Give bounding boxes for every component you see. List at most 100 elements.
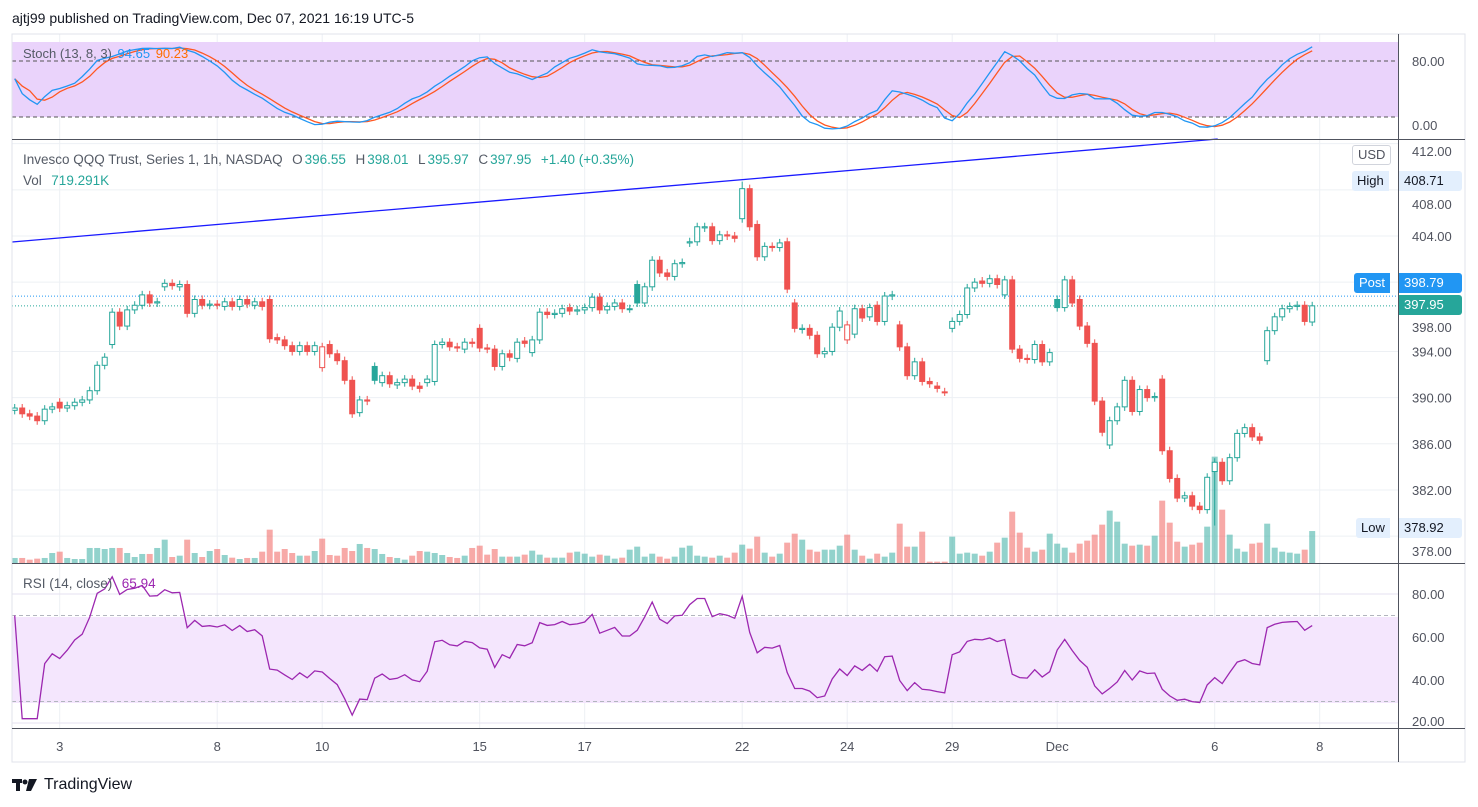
candle[interactable] (716, 230, 723, 245)
candle[interactable] (469, 338, 476, 348)
candle[interactable] (1016, 345, 1023, 363)
candle[interactable] (956, 310, 963, 326)
candle[interactable] (964, 283, 971, 319)
candle[interactable] (551, 309, 558, 319)
candle[interactable] (1121, 376, 1128, 411)
candle[interactable] (56, 398, 63, 413)
candle[interactable] (1264, 326, 1271, 365)
candle[interactable] (529, 335, 536, 357)
candle[interactable] (979, 276, 986, 288)
candle[interactable] (1256, 432, 1263, 445)
candle[interactable] (949, 317, 956, 333)
candle[interactable] (1196, 502, 1203, 514)
candle[interactable] (326, 340, 333, 358)
candle[interactable] (484, 343, 491, 354)
candle[interactable] (101, 353, 108, 370)
candle[interactable] (851, 304, 858, 339)
candle[interactable] (439, 338, 446, 349)
candle[interactable] (1099, 397, 1106, 437)
candle[interactable] (334, 349, 341, 365)
candle[interactable] (934, 382, 941, 393)
candle[interactable] (776, 238, 783, 252)
candle[interactable] (1054, 295, 1061, 312)
candle[interactable] (731, 231, 738, 243)
candle[interactable] (1226, 453, 1233, 485)
candle[interactable] (386, 371, 393, 388)
candle[interactable] (1166, 446, 1173, 483)
rsi-legend[interactable]: RSI (14, close) 65.94 (23, 576, 158, 591)
candle[interactable] (1211, 458, 1218, 526)
candle[interactable] (379, 371, 386, 387)
candle[interactable] (799, 324, 806, 334)
candle[interactable] (289, 341, 296, 356)
candle[interactable] (664, 268, 671, 281)
candle[interactable] (1129, 376, 1136, 416)
candle[interactable] (349, 376, 356, 418)
candle[interactable] (881, 291, 888, 326)
candle[interactable] (941, 387, 948, 396)
candle[interactable] (446, 338, 453, 351)
volume-legend[interactable]: Vol 719.291K (23, 173, 111, 188)
candle[interactable] (671, 259, 678, 281)
candle[interactable] (1271, 312, 1278, 335)
candle[interactable] (424, 375, 431, 387)
candle[interactable] (806, 324, 813, 340)
candle[interactable] (754, 220, 761, 261)
candle[interactable] (49, 402, 56, 414)
candle[interactable] (896, 320, 903, 351)
candle[interactable] (356, 395, 363, 417)
candle[interactable] (319, 342, 326, 372)
candle[interactable] (341, 356, 348, 385)
candle[interactable] (1159, 375, 1166, 455)
candle[interactable] (236, 295, 243, 311)
candle[interactable] (401, 375, 408, 387)
candle[interactable] (1181, 491, 1188, 503)
candle[interactable] (1061, 275, 1068, 312)
candle[interactable] (206, 300, 213, 310)
candle[interactable] (739, 181, 746, 223)
candle[interactable] (34, 412, 41, 425)
candle[interactable] (971, 278, 978, 292)
candle[interactable] (1031, 340, 1038, 364)
candle[interactable] (761, 242, 768, 261)
candle[interactable] (454, 342, 461, 353)
candle[interactable] (296, 341, 303, 356)
candle[interactable] (829, 323, 836, 356)
stoch-legend[interactable]: Stoch (13, 8, 3) 94.65 90.23 (23, 46, 190, 61)
candle[interactable] (581, 303, 588, 314)
candle[interactable] (559, 304, 566, 318)
candle[interactable] (161, 279, 168, 291)
candles[interactable] (11, 181, 1316, 526)
candle[interactable] (769, 242, 776, 252)
candle[interactable] (154, 297, 161, 308)
candle[interactable] (566, 303, 573, 316)
candle[interactable] (1189, 491, 1196, 511)
candle[interactable] (116, 308, 123, 331)
candle[interactable] (1076, 295, 1083, 331)
candle[interactable] (596, 293, 603, 314)
candle[interactable] (191, 295, 198, 318)
candle[interactable] (724, 230, 731, 241)
candle[interactable] (919, 357, 926, 386)
candle[interactable] (649, 256, 656, 291)
candle[interactable] (784, 237, 791, 294)
candle[interactable] (1001, 275, 1008, 299)
candle[interactable] (86, 386, 93, 404)
candle[interactable] (866, 303, 873, 321)
candle[interactable] (544, 308, 551, 319)
candle[interactable] (634, 280, 641, 308)
candle[interactable] (416, 382, 423, 393)
candle[interactable] (364, 395, 371, 406)
candle[interactable] (1249, 423, 1256, 441)
candle[interactable] (139, 290, 146, 310)
candle[interactable] (506, 349, 513, 362)
candle[interactable] (1294, 301, 1301, 311)
candle[interactable] (26, 409, 33, 421)
candle[interactable] (274, 333, 281, 344)
candle[interactable] (176, 280, 183, 291)
candle[interactable] (394, 378, 401, 389)
candle[interactable] (986, 274, 993, 288)
candle[interactable] (679, 258, 686, 268)
candle[interactable] (1234, 429, 1241, 462)
candle[interactable] (491, 345, 498, 371)
